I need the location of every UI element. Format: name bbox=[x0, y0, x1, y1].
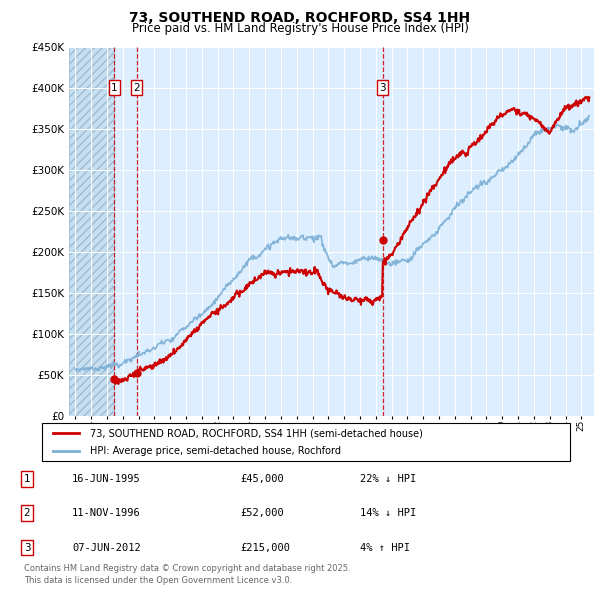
Text: 73, SOUTHEND ROAD, ROCHFORD, SS4 1HH: 73, SOUTHEND ROAD, ROCHFORD, SS4 1HH bbox=[130, 11, 470, 25]
Text: 3: 3 bbox=[379, 83, 386, 93]
Text: 11-NOV-1996: 11-NOV-1996 bbox=[72, 509, 141, 518]
Bar bbox=[114, 47, 137, 416]
Text: 4% ↑ HPI: 4% ↑ HPI bbox=[360, 543, 410, 552]
Text: £45,000: £45,000 bbox=[240, 474, 284, 484]
Text: 1: 1 bbox=[23, 474, 31, 484]
Text: HPI: Average price, semi-detached house, Rochford: HPI: Average price, semi-detached house,… bbox=[89, 446, 341, 456]
Text: 3: 3 bbox=[23, 543, 31, 552]
Text: 2: 2 bbox=[23, 509, 31, 518]
Text: £52,000: £52,000 bbox=[240, 509, 284, 518]
Text: 73, SOUTHEND ROAD, ROCHFORD, SS4 1HH (semi-detached house): 73, SOUTHEND ROAD, ROCHFORD, SS4 1HH (se… bbox=[89, 428, 422, 438]
Text: 14% ↓ HPI: 14% ↓ HPI bbox=[360, 509, 416, 518]
Bar bbox=[69, 47, 114, 416]
Text: 2: 2 bbox=[133, 83, 140, 93]
Text: 1: 1 bbox=[111, 83, 118, 93]
Text: Price paid vs. HM Land Registry's House Price Index (HPI): Price paid vs. HM Land Registry's House … bbox=[131, 22, 469, 35]
Text: £215,000: £215,000 bbox=[240, 543, 290, 552]
Text: 07-JUN-2012: 07-JUN-2012 bbox=[72, 543, 141, 552]
Text: Contains HM Land Registry data © Crown copyright and database right 2025.
This d: Contains HM Land Registry data © Crown c… bbox=[24, 565, 350, 585]
Text: 16-JUN-1995: 16-JUN-1995 bbox=[72, 474, 141, 484]
Text: 22% ↓ HPI: 22% ↓ HPI bbox=[360, 474, 416, 484]
